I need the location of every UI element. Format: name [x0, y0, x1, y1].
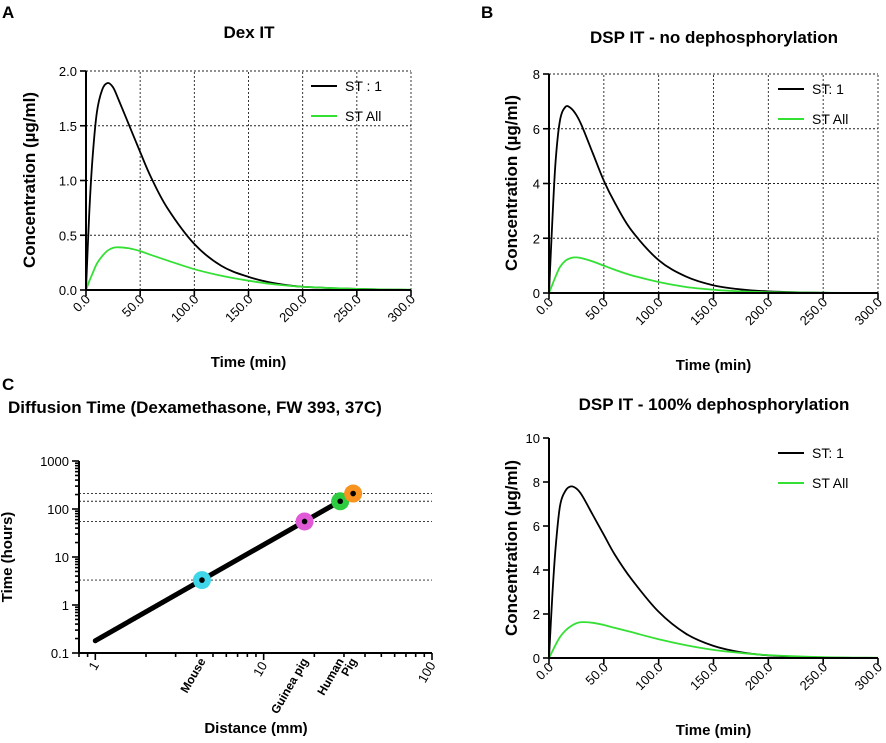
data-point	[139, 611, 145, 617]
x-tick-label: 200.0	[742, 660, 776, 694]
x-tick-label: 10	[250, 659, 270, 679]
y-axis-label: Concentration (µg/ml)	[502, 95, 521, 271]
y-tick-label: 10	[526, 431, 540, 446]
marker-center	[337, 498, 344, 505]
chart-title: Diffusion Time (Dexamethasone, FW 393, 3…	[8, 398, 382, 417]
category-label-guinea-pig: Guinea pig	[268, 656, 311, 717]
y-tick-label: 1.5	[59, 119, 77, 134]
marker-center	[350, 490, 356, 497]
y-tick-label: 10	[55, 550, 69, 565]
x-tick-label: 250.0	[797, 295, 831, 329]
y-tick-label: 4	[533, 177, 540, 192]
data-point	[182, 587, 188, 593]
y-tick-label: 6	[533, 519, 540, 534]
marker-center	[301, 518, 308, 525]
y-tick-label: 100	[47, 502, 69, 517]
x-axis-label: Time (min)	[211, 354, 287, 371]
data-point	[131, 616, 137, 622]
data-point	[112, 627, 117, 633]
x-axis-label: Time (min)	[676, 722, 752, 739]
series-line-st-all	[548, 621, 879, 659]
series-line-st1	[548, 485, 879, 659]
chart-title: Dex IT	[223, 23, 275, 42]
chart-title: DSP IT - no dephosphorylation	[590, 28, 838, 47]
y-tick-label: 1	[62, 598, 69, 613]
y-tick-label: 0.0	[59, 283, 77, 298]
legend-label: ST: 1	[812, 445, 844, 461]
legend-label: ST : 1	[345, 78, 382, 94]
series-line-st-all	[85, 246, 412, 291]
x-tick-label: 100.0	[632, 295, 666, 329]
x-tick-label: 150.0	[222, 292, 256, 326]
x-tick-label: 150.0	[687, 295, 721, 329]
x-axis-label: Distance (mm)	[204, 720, 307, 737]
series-line-st1	[85, 82, 412, 291]
panel-label-b: B	[481, 3, 493, 22]
legend-label: ST: 1	[812, 81, 844, 97]
x-tick-label: 50.0	[119, 292, 148, 321]
x-tick-label: 200.0	[742, 295, 776, 329]
y-axis-label: Concentration (µg/ml)	[502, 460, 521, 636]
chart-panel-c: Diffusion Time (Dexamethasone, FW 393, 3…	[0, 398, 439, 737]
legend-label: ST All	[812, 111, 848, 127]
data-point	[135, 613, 141, 619]
data-point	[99, 634, 105, 640]
data-point	[143, 609, 149, 615]
y-tick-label: 0.1	[51, 646, 69, 661]
panel-label-c: C	[2, 375, 14, 394]
category-label-pig: Pig	[338, 656, 359, 679]
data-point	[177, 589, 183, 595]
x-tick-label: 50.0	[582, 295, 611, 324]
data-point	[127, 618, 133, 624]
series-line-st1	[548, 105, 879, 294]
x-tick-label: 300.0	[852, 660, 886, 694]
category-label-mouse: Mouse	[177, 655, 208, 695]
y-tick-label: 8	[533, 67, 540, 82]
x-tick-label: 250.0	[330, 292, 364, 326]
y-tick-label: 0	[533, 286, 540, 301]
chart-title: DSP IT - 100% dephosphorylation	[579, 395, 850, 414]
category-label-human: Human	[314, 656, 346, 698]
y-tick-label: 8	[533, 475, 540, 490]
y-tick-label: 1000	[40, 454, 69, 469]
y-tick-label: 2	[533, 607, 540, 622]
x-tick-label: 300.0	[852, 295, 886, 329]
data-point	[186, 584, 192, 590]
x-tick-label: 300.0	[385, 292, 419, 326]
y-tick-label: 6	[533, 122, 540, 137]
y-tick-label: 4	[533, 563, 540, 578]
y-tick-label: 0	[533, 651, 540, 666]
data-point	[122, 621, 128, 627]
data-point	[92, 638, 98, 644]
x-tick-label: 150.0	[687, 660, 721, 694]
legend-label: ST All	[812, 475, 848, 491]
x-tick-label: 100.0	[632, 660, 666, 694]
y-axis-label: Time (hours)	[0, 512, 16, 603]
series-line-st-all	[548, 256, 879, 294]
marker-center	[199, 577, 205, 583]
y-tick-label: 2.0	[59, 64, 77, 79]
y-tick-label: 1.0	[59, 174, 77, 189]
x-axis-label: Time (min)	[676, 357, 752, 374]
data-point	[173, 592, 179, 598]
x-tick-label: 100	[415, 659, 439, 685]
y-tick-label: 0.5	[59, 228, 77, 243]
data-point	[117, 624, 123, 630]
legend-label: ST All	[345, 108, 381, 124]
x-tick-label: 200.0	[276, 292, 310, 326]
x-tick-label: 50.0	[582, 660, 611, 689]
y-axis-label: Concentration (µg/ml)	[20, 92, 39, 268]
chart-panel-d: DSP IT - 100% dephosphorylation 0 2 4 6 8 100.…	[502, 395, 885, 739]
x-tick-label: 100.0	[168, 292, 202, 326]
y-tick-label: 2	[533, 231, 540, 246]
x-tick-label: 250.0	[797, 660, 831, 694]
x-tick-label: 1	[85, 659, 102, 673]
data-point	[106, 630, 112, 636]
panel-label-a: A	[2, 3, 14, 22]
chart-panel-a: Dex IT0.00.51.01.52.00.0 50.0 100.0 150.0 20…	[20, 23, 418, 371]
